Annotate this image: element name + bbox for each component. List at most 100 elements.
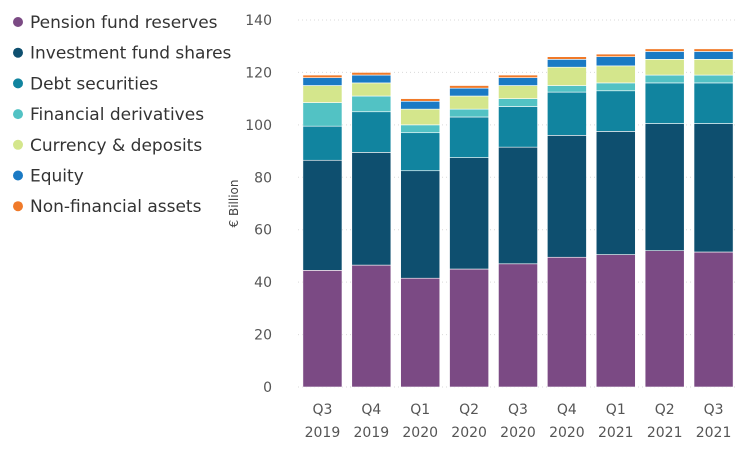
legend-label-0: Pension fund reserves bbox=[30, 13, 218, 33]
x-tick-label-quarter-3: Q2 bbox=[459, 402, 479, 418]
bar-segment-7-3 bbox=[644, 74, 685, 84]
bar-segment-5-4 bbox=[547, 66, 587, 86]
bar-segment-3-5 bbox=[449, 87, 489, 97]
legend-label-2: Debt securities bbox=[30, 74, 158, 94]
y-tick-label-0: 0 bbox=[263, 380, 272, 396]
legend-label-4: Currency & deposits bbox=[30, 136, 202, 156]
bar-segment-2-5 bbox=[400, 100, 441, 110]
bar-segment-0-6 bbox=[302, 74, 343, 78]
bar-segment-4-4 bbox=[498, 85, 538, 99]
x-tick-label-quarter-8: Q3 bbox=[704, 402, 724, 418]
bar-segment-2-1 bbox=[400, 170, 441, 279]
bar-segment-5-0 bbox=[547, 256, 587, 388]
bar-segment-5-5 bbox=[547, 59, 587, 68]
x-axis: Q3 2019 Q4 2019 Q1 2020 Q2 2020 Q3 2020 Q4 2020 Q1 20… bbox=[305, 402, 732, 441]
legend-marker-4 bbox=[13, 139, 23, 150]
legend-label-5: Equity bbox=[30, 167, 84, 187]
bar-segment-4-6 bbox=[498, 74, 538, 78]
bar-segment-5-2 bbox=[547, 91, 587, 136]
legend-marker-3 bbox=[13, 109, 23, 120]
bar-segment-5-6 bbox=[547, 56, 587, 60]
x-tick-label-quarter-2: Q1 bbox=[410, 402, 430, 418]
bar-segment-4-0 bbox=[498, 263, 538, 388]
bar-segment-8-6 bbox=[693, 48, 734, 52]
y-tick-label-5: 100 bbox=[245, 118, 272, 134]
x-tick-label-quarter-7: Q2 bbox=[655, 402, 675, 418]
bar-segment-1-1 bbox=[351, 152, 392, 266]
bar-segment-6-0 bbox=[595, 254, 636, 388]
y-tick-label-6: 120 bbox=[245, 65, 272, 81]
bar-segment-7-1 bbox=[644, 123, 685, 251]
x-tick-label-year-8: 2021 bbox=[696, 425, 732, 441]
bar-segment-5-1 bbox=[547, 135, 587, 258]
bar-segment-0-0 bbox=[302, 270, 343, 388]
bars bbox=[302, 48, 734, 388]
x-tick-label-year-0: 2019 bbox=[305, 425, 341, 441]
y-tick-label-7: 140 bbox=[245, 13, 272, 29]
x-tick-label-quarter-4: Q3 bbox=[508, 402, 528, 418]
y-tick-label-4: 80 bbox=[254, 170, 272, 186]
bar-segment-6-5 bbox=[595, 56, 636, 67]
bar-segment-1-0 bbox=[351, 264, 392, 388]
x-tick-label-year-3: 2020 bbox=[451, 425, 487, 441]
x-tick-label-year-6: 2021 bbox=[598, 425, 634, 441]
bar-segment-7-4 bbox=[644, 59, 685, 76]
x-tick-label-year-1: 2019 bbox=[354, 425, 390, 441]
bar-segment-7-6 bbox=[644, 48, 685, 52]
legend-label-3: Financial derivatives bbox=[30, 105, 204, 125]
y-tick-label-2: 40 bbox=[254, 275, 272, 291]
x-tick-label-quarter-0: Q3 bbox=[312, 402, 332, 418]
bar-segment-0-3 bbox=[302, 102, 343, 127]
bar-segment-8-4 bbox=[693, 59, 734, 76]
bar-segment-6-2 bbox=[595, 90, 636, 132]
bar-segment-2-6 bbox=[400, 98, 441, 102]
x-tick-label-year-2: 2020 bbox=[402, 425, 438, 441]
bar-segment-5-3 bbox=[547, 85, 587, 93]
legend-marker-1 bbox=[13, 47, 23, 58]
bar-segment-2-4 bbox=[400, 108, 441, 126]
bar-segment-6-6 bbox=[595, 53, 636, 57]
legend-label-1: Investment fund shares bbox=[30, 44, 232, 64]
bar-segment-7-2 bbox=[644, 82, 685, 124]
legend-marker-0 bbox=[13, 17, 23, 27]
y-tick-label-1: 20 bbox=[254, 328, 272, 344]
bar-segment-7-5 bbox=[644, 51, 685, 60]
bar-segment-3-3 bbox=[449, 108, 489, 118]
bar-segment-1-3 bbox=[351, 95, 392, 113]
bar-segment-0-5 bbox=[302, 77, 343, 86]
bar-segment-1-2 bbox=[351, 111, 392, 153]
legend-marker-5 bbox=[13, 170, 23, 181]
bar-segment-4-2 bbox=[498, 106, 538, 148]
y-axis: 0 20 40 60 80 100 120 140 bbox=[245, 13, 272, 396]
x-tick-label-year-5: 2020 bbox=[549, 425, 585, 441]
legend-marker-6 bbox=[13, 201, 23, 212]
bar-segment-3-2 bbox=[449, 116, 489, 158]
x-tick-label-quarter-1: Q4 bbox=[361, 402, 381, 418]
bar-segment-6-1 bbox=[595, 131, 636, 255]
bar-segment-3-4 bbox=[449, 95, 489, 110]
bar-segment-8-1 bbox=[693, 123, 734, 253]
y-tick-label-3: 60 bbox=[254, 223, 272, 239]
x-tick-label-year-4: 2020 bbox=[500, 425, 536, 441]
bar-segment-0-2 bbox=[302, 125, 343, 161]
bar-segment-3-0 bbox=[449, 268, 489, 388]
bar-segment-3-1 bbox=[449, 157, 489, 270]
legend-marker-2 bbox=[13, 78, 23, 89]
bar-segment-1-5 bbox=[351, 74, 392, 84]
bar-segment-2-2 bbox=[400, 132, 441, 172]
bar-segment-8-0 bbox=[693, 251, 734, 388]
bar-segment-8-3 bbox=[693, 74, 734, 84]
bar-segment-8-5 bbox=[693, 51, 734, 60]
x-tick-label-quarter-5: Q4 bbox=[557, 402, 577, 418]
bar-segment-1-4 bbox=[351, 82, 392, 97]
bar-segment-0-1 bbox=[302, 159, 343, 271]
bar-segment-4-5 bbox=[498, 77, 538, 86]
y-axis-title: € Billion bbox=[227, 180, 241, 228]
bar-segment-6-4 bbox=[595, 65, 636, 84]
x-tick-label-year-7: 2021 bbox=[647, 425, 683, 441]
bar-segment-4-3 bbox=[498, 98, 538, 107]
bar-segment-7-0 bbox=[644, 250, 685, 388]
bar-segment-6-3 bbox=[595, 82, 636, 92]
bar-segment-1-6 bbox=[351, 72, 392, 76]
